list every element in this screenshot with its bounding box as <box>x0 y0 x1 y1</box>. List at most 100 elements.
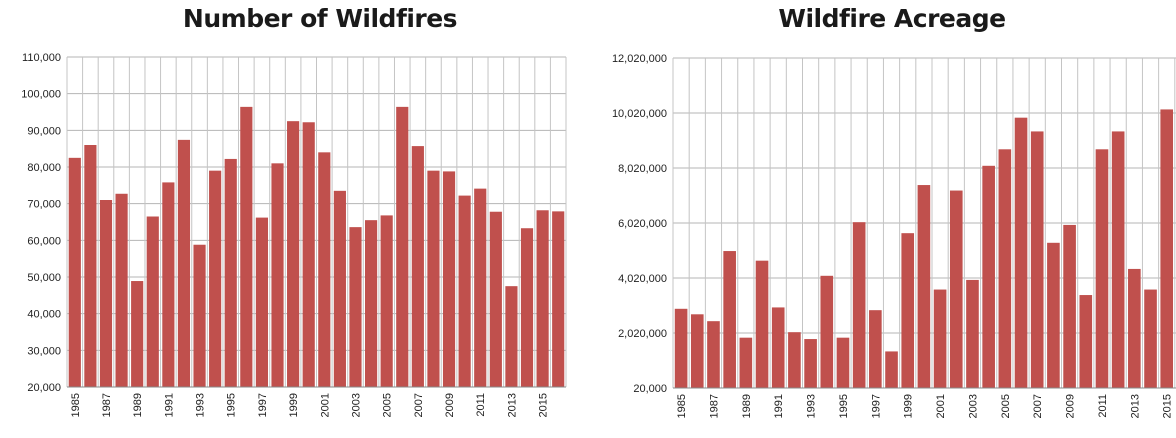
acreage-bar-2006 <box>1014 117 1028 389</box>
wildfire-count-chart: 110,000 100,000 90,000 80,000 70,000 60,000 50… <box>0 0 580 438</box>
acreage-bar-1999 <box>901 233 915 388</box>
count-bar-1989 <box>131 281 144 387</box>
acreage-bar-2009 <box>1063 224 1076 388</box>
acreage-x-tick-label: 1997 <box>870 394 882 418</box>
chart-title-acreage: Wildfire Acreage <box>778 4 1006 33</box>
acreage-x-tick-label: 2011 <box>1097 394 1109 418</box>
acreage-x-tick-label: 1993 <box>806 394 818 418</box>
count-bar-1992 <box>177 139 191 387</box>
acreage-bar-1997 <box>869 310 882 388</box>
acreage-bar-2014 <box>1144 289 1157 388</box>
count-y-tick-label: 40,000 <box>27 309 61 321</box>
acreage-x-tick-label: 2015 <box>1162 394 1174 418</box>
acreage-bar-1995 <box>836 337 850 388</box>
count-y-tick-label: 20,000 <box>27 382 61 394</box>
count-bar-2007 <box>411 146 424 387</box>
count-x-tick-label: 2015 <box>538 393 550 417</box>
count-bar-1996 <box>240 106 253 387</box>
acreage-x-tick-label: 2009 <box>1065 394 1077 418</box>
count-y-tick-label: 100,000 <box>21 89 61 101</box>
acreage-bar-2013 <box>1128 268 1141 388</box>
count-bar-1999 <box>287 121 300 388</box>
count-x-tick-label: 2003 <box>350 393 362 417</box>
acreage-bar-1985 <box>674 308 688 388</box>
count-bar-2014 <box>520 228 534 387</box>
acreage-bar-1990 <box>755 260 769 388</box>
acreage-bar-2011 <box>1095 149 1109 388</box>
acreage-bar-1991 <box>771 307 785 388</box>
count-x-tick-label: 1999 <box>288 393 300 417</box>
count-y-tick-label: 90,000 <box>27 125 61 137</box>
count-x-tick-label: 1989 <box>132 393 144 417</box>
acreage-x-tick-label: 2003 <box>967 394 979 418</box>
acreage-bar-1998 <box>885 351 898 388</box>
count-x-tick-label: 1993 <box>195 393 207 417</box>
count-x-tick-label: 2013 <box>506 393 518 417</box>
acreage-bar-1987 <box>707 321 720 388</box>
count-bar-1986 <box>84 145 97 387</box>
acreage-y-tick-label: 6,020,000 <box>618 218 667 230</box>
count-bar-1991 <box>162 182 175 387</box>
count-bar-2015 <box>536 210 549 387</box>
acreage-bar-1994 <box>820 275 834 388</box>
acreage-x-tick-label: 2007 <box>1032 394 1044 418</box>
count-x-tick-label: 2007 <box>413 393 425 417</box>
acreage-bar-2010 <box>1079 295 1093 388</box>
count-bar-2009 <box>442 171 456 387</box>
count-bar-2000 <box>302 122 315 388</box>
count-x-tick-label: 1985 <box>70 393 82 417</box>
count-x-tick-label: 1997 <box>257 393 269 417</box>
acreage-x-tick-label: 1989 <box>741 394 753 418</box>
count-y-tick-label: 110,000 <box>22 52 61 64</box>
acreage-x-tick-label: 2005 <box>1000 394 1012 418</box>
acreage-x-tick-label: 2013 <box>1129 394 1141 418</box>
count-bar-1998 <box>271 163 284 387</box>
count-bar-2003 <box>349 227 362 387</box>
wildfire-acreage-plot: 12,020,000 10,020,000 8,020,000 6,020,000 4,… <box>612 53 1176 418</box>
acreage-y-tick-label: 10,020,000 <box>612 108 667 120</box>
acreage-bar-2015 <box>1160 109 1174 389</box>
acreage-bar-1993 <box>804 339 817 388</box>
count-bar-1987 <box>99 200 113 387</box>
count-y-tick-label: 50,000 <box>27 272 61 284</box>
acreage-x-tick-label: 1999 <box>903 394 915 418</box>
acreage-bar-1988 <box>723 251 736 388</box>
count-y-tick-label: 80,000 <box>27 162 61 174</box>
acreage-x-tick-label: 1987 <box>708 394 720 418</box>
count-x-tick-label: 1987 <box>101 393 113 417</box>
count-bar-1997 <box>255 217 269 387</box>
acreage-x-tick-label: 1985 <box>676 394 688 418</box>
count-x-tick-label: 2005 <box>382 393 394 417</box>
count-bar-2004 <box>364 220 378 387</box>
acreage-y-tick-label: 20,000 <box>633 383 667 395</box>
acreage-bar-1986 <box>690 314 704 388</box>
count-x-tick-label: 2011 <box>475 393 487 417</box>
count-bar-1985 <box>68 157 81 387</box>
acreage-x-tick-label: 2001 <box>935 394 947 418</box>
acreage-bar-1992 <box>788 332 801 388</box>
wildfire-count-plot: 110,000 100,000 90,000 80,000 70,000 60,000 50… <box>21 52 567 417</box>
count-bar-2002 <box>333 190 346 387</box>
acreage-bar-1996 <box>852 222 866 388</box>
count-bar-2008 <box>427 170 440 387</box>
acreage-x-tick-label: 1995 <box>838 394 850 418</box>
acreage-bar-2003 <box>966 279 979 388</box>
count-bar-2006 <box>396 106 409 387</box>
count-bar-1988 <box>115 193 128 387</box>
chart-title-wildfires: Number of Wildfires <box>182 4 458 33</box>
acreage-y-tick-label: 8,020,000 <box>618 163 667 175</box>
count-y-tick-label: 70,000 <box>27 199 61 211</box>
acreage-y-tick-label: 12,020,000 <box>612 53 667 65</box>
count-bar-2011 <box>474 188 487 387</box>
count-bar-2012 <box>489 211 502 387</box>
acreage-bar-2007 <box>1030 131 1044 389</box>
count-x-tick-label: 2009 <box>444 393 456 417</box>
count-bar-2005 <box>380 215 393 387</box>
count-bar-1995 <box>224 158 237 387</box>
acreage-y-tick-label: 2,020,000 <box>618 328 667 340</box>
count-bar-2016 <box>552 211 565 387</box>
acreage-bar-2001 <box>933 289 947 388</box>
count-x-tick-label: 2001 <box>319 393 331 417</box>
acreage-bar-2005 <box>998 149 1012 388</box>
acreage-bar-2008 <box>1047 242 1060 388</box>
